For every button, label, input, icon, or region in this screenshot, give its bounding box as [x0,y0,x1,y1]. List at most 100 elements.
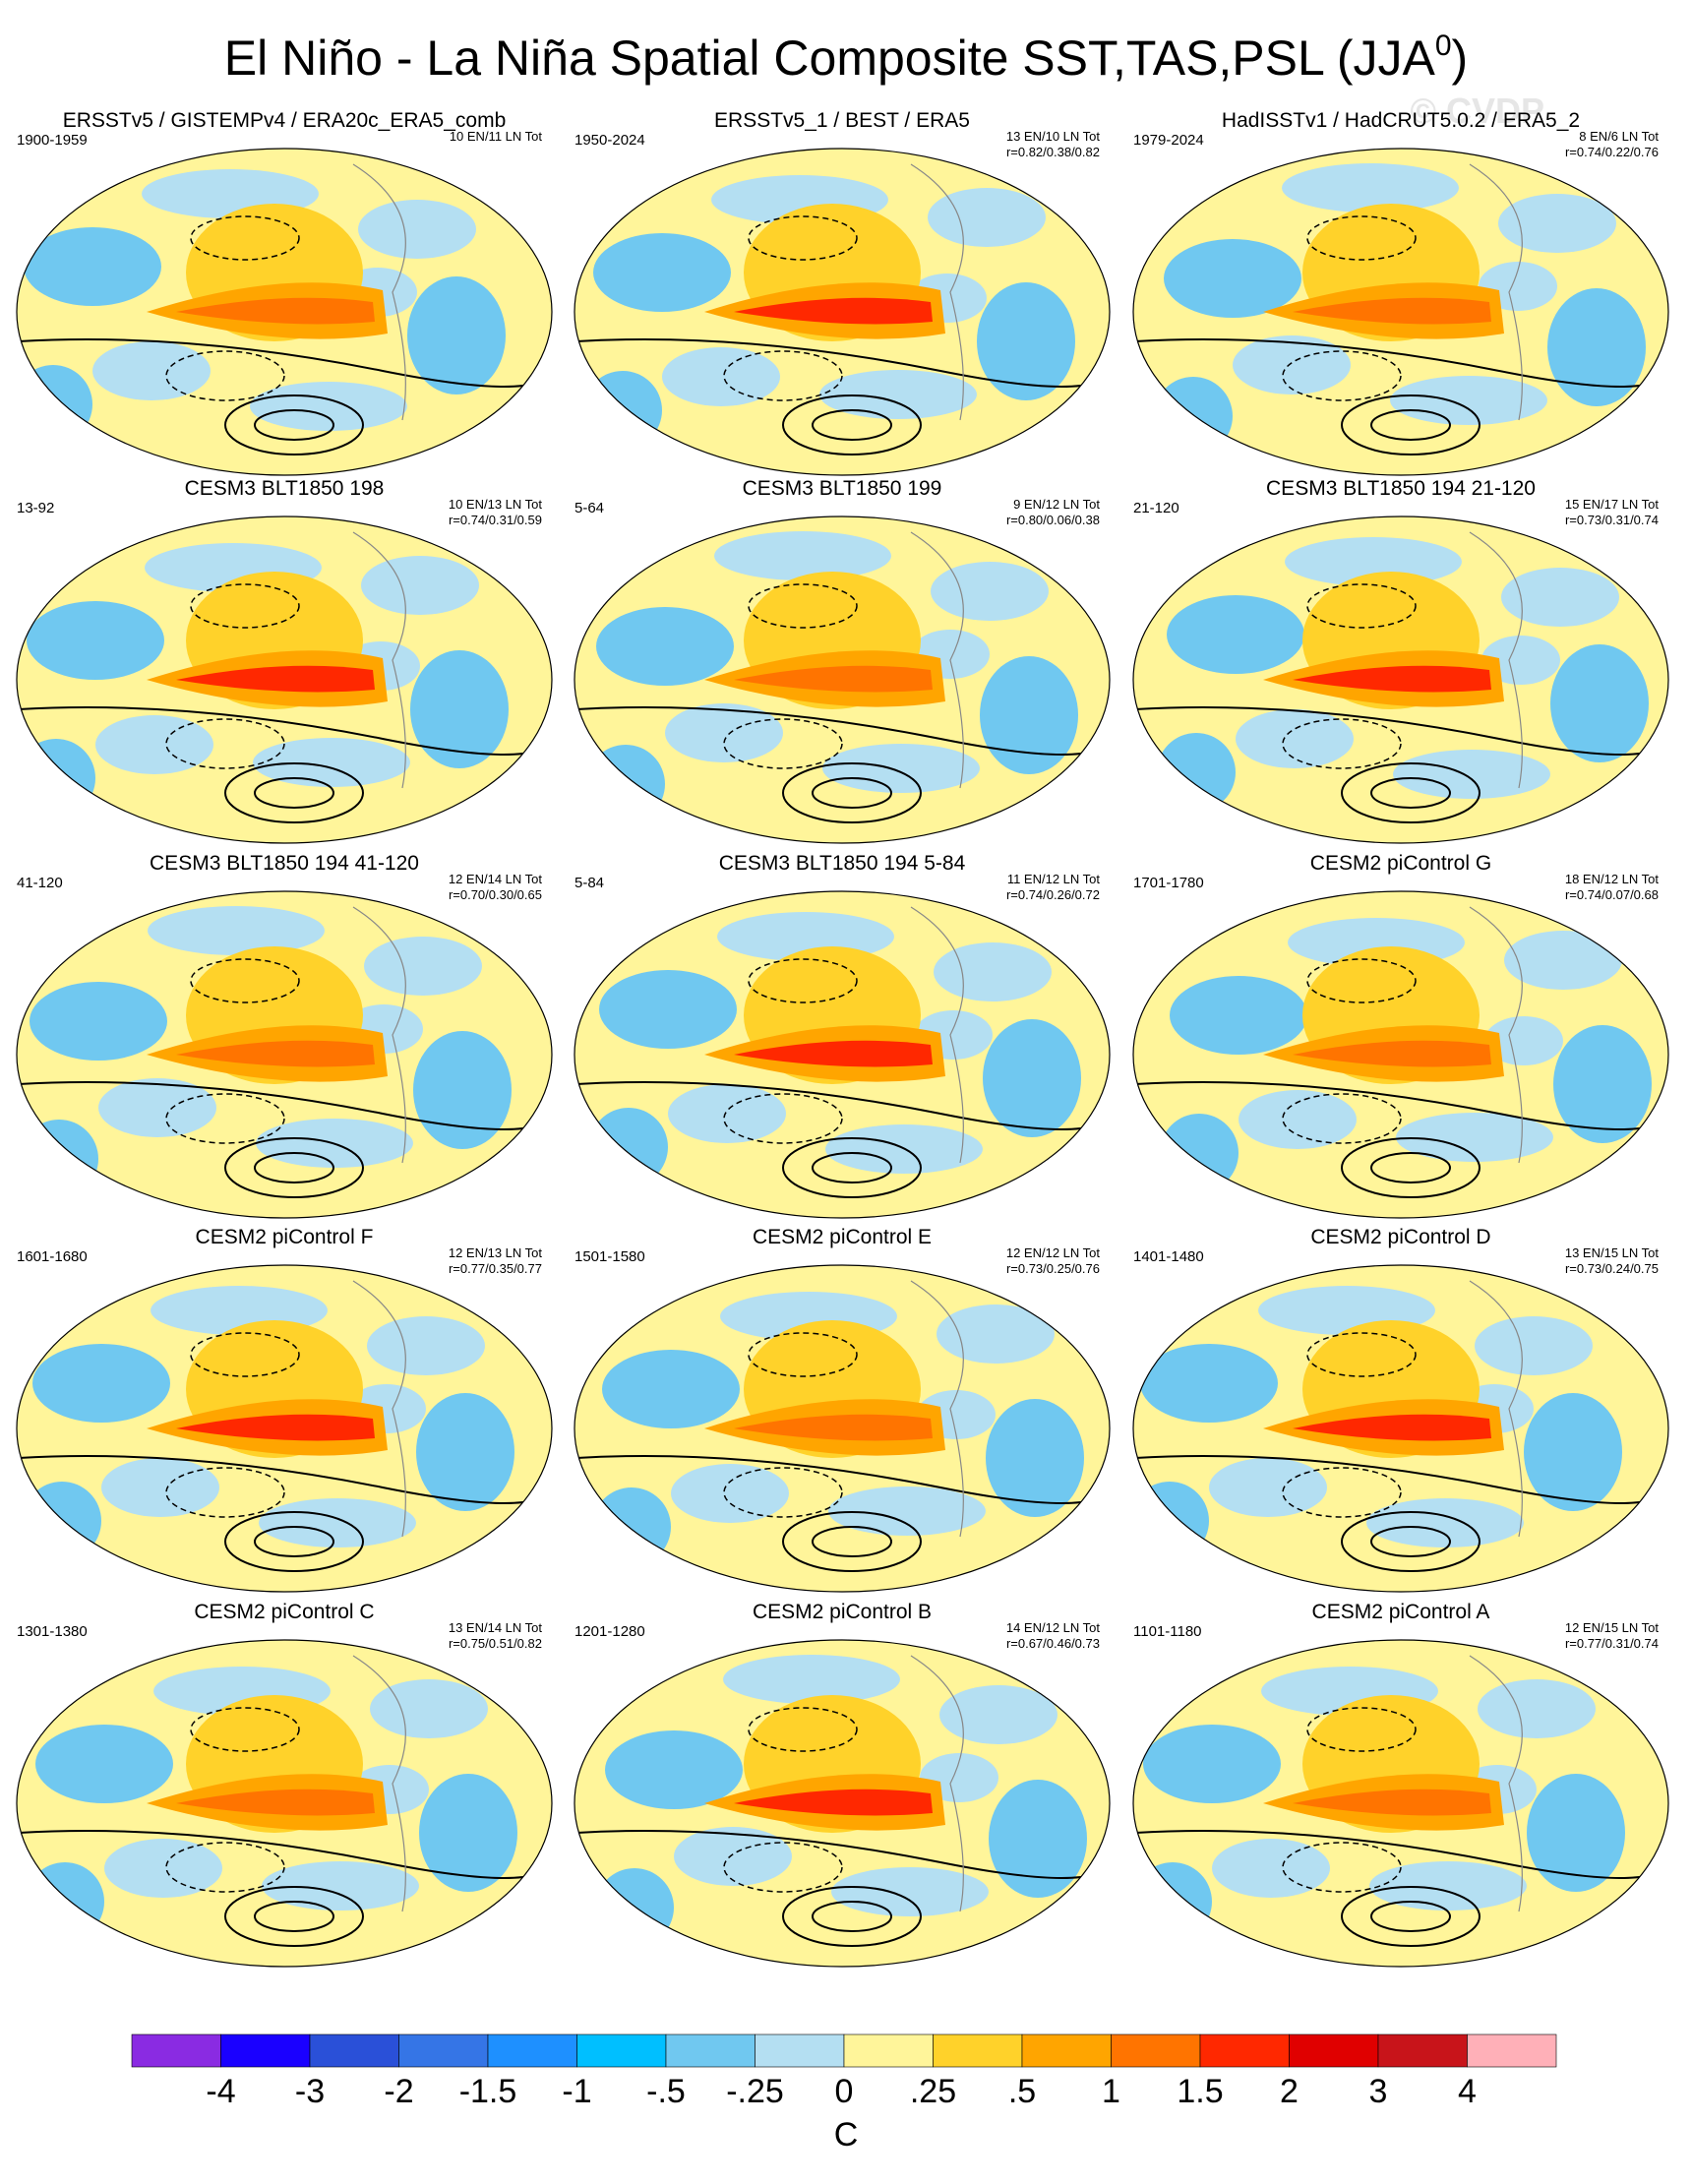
coastline [910,1655,964,1912]
colorbar-label: -4 [206,2073,235,2110]
panel-period: 1401-1480 [1133,1248,1204,1265]
cool-anomaly [605,1730,743,1809]
cool-anomaly [1233,335,1351,394]
cool-anomaly [1212,1839,1330,1898]
cool-anomaly [23,1482,101,1560]
cool-anomaly [595,1868,674,1947]
colorbar-swatch [131,2033,221,2068]
cool-anomaly [419,1774,517,1892]
cool-anomaly [723,1655,900,1704]
colorbar-swatch [1199,2033,1290,2068]
pressure-contour [190,583,300,629]
cool-anomaly [24,227,161,306]
pressure-contour [812,1152,892,1183]
cool-anomaly [358,200,476,259]
cool-anomaly [831,1867,989,1916]
map-border [1132,148,1669,476]
cool-anomaly [592,1487,671,1566]
pressure-contour [812,1901,892,1932]
panel-correlation: r=0.70/0.30/0.65 [449,887,542,902]
cool-anomaly [1133,1482,1209,1560]
pressure-contour [190,1707,300,1752]
colorbar-swatch [1467,2033,1557,2068]
cool-anomaly [101,1458,219,1517]
cool-anomaly [983,1019,1081,1137]
panel-correlation: r=0.77/0.31/0.74 [1565,1636,1659,1651]
cool-anomaly [250,382,407,431]
panel-counts: 12 EN/13 LN Tot [449,1245,543,1260]
map [17,1265,552,1592]
pressure-contour [254,409,334,441]
panel-title: CESM3 BLT1850 198 [185,477,385,500]
pressure-contour [723,1093,843,1144]
panel-counts: 13 EN/15 LN Tot [1565,1245,1660,1260]
colorbar-label: 1.5 [1177,2073,1223,2110]
colorbar-swatch [755,2033,845,2068]
cool-anomaly [939,1685,1058,1744]
coastline [352,1655,406,1912]
cool-anomaly [1501,568,1619,627]
cool-anomaly [104,1839,222,1898]
map-border [16,148,553,476]
panel-correlation: r=0.73/0.25/0.76 [1006,1261,1100,1276]
cool-anomaly [1524,1393,1622,1511]
cool-anomaly [361,556,479,615]
panel-counts: 13 EN/14 LN Tot [449,1620,543,1635]
panel-period: 1601-1680 [17,1248,88,1265]
coastline [1469,531,1523,789]
pressure-contour [254,1901,334,1932]
panel-period: 13-92 [17,500,54,516]
map [574,1640,1110,1967]
panel-correlation: r=0.73/0.31/0.74 [1565,513,1659,527]
cool-anomaly [662,347,780,406]
cool-anomaly [1396,1113,1553,1162]
cool-anomaly [1369,1861,1527,1911]
map-border [16,1639,553,1968]
map-border [1132,516,1669,844]
pressure-contour [1306,215,1417,261]
map [1133,516,1668,843]
colorbar-label: .5 [1008,2073,1036,2110]
pressure-contour [748,1332,858,1377]
cool-anomaly [586,745,665,823]
pressure-contour [723,350,843,401]
panel-correlation: r=0.80/0.06/0.38 [1006,513,1100,527]
cool-anomaly [95,715,213,774]
pressure-contour [165,718,285,769]
pressure-contour [1341,762,1480,823]
pressure-contour [1306,583,1417,629]
pressure-contour [812,409,892,441]
cool-anomaly [674,1827,792,1886]
panel-title: CESM3 BLT1850 199 [743,477,942,500]
coastline [910,1280,964,1538]
panel-period: 1301-1380 [17,1623,88,1640]
panel-counts: 15 EN/17 LN Tot [1565,497,1660,512]
pressure-contour [1282,1093,1402,1144]
panel-title: CESM2 piControl D [1310,1226,1490,1248]
map-border [16,890,553,1219]
cool-anomaly [1484,1016,1563,1065]
cool-anomaly [665,703,783,762]
coastline [910,163,964,421]
cool-anomaly [1140,1344,1278,1423]
pressure-contour [782,762,922,823]
panel-period: 5-84 [574,875,604,891]
colorbar-swatch [933,2033,1023,2068]
cool-anomaly [1550,644,1649,762]
panel-period: 1701-1780 [1133,875,1204,891]
map [17,891,552,1218]
colorbar-swatch [487,2033,577,2068]
panel-counts: 13 EN/10 LN Tot [1006,129,1101,144]
cool-anomaly [1154,377,1233,455]
panel-correlation: r=0.67/0.46/0.73 [1006,1636,1100,1651]
colorbar-label: 0 [835,2073,854,2110]
pressure-contour [748,583,858,629]
colorbar-label: -.25 [726,2073,784,2110]
panel-correlation: r=0.75/0.51/0.82 [449,1636,542,1651]
cool-anomaly [259,1498,416,1547]
panel-counts: 18 EN/12 LN Tot [1565,872,1660,886]
cool-anomaly [30,982,167,1061]
panel-title: HadISSTv1 / HadCRUT5.0.2 / ERA5_2 [1222,109,1580,132]
pressure-contour [1282,718,1402,769]
cool-anomaly [928,188,1046,247]
